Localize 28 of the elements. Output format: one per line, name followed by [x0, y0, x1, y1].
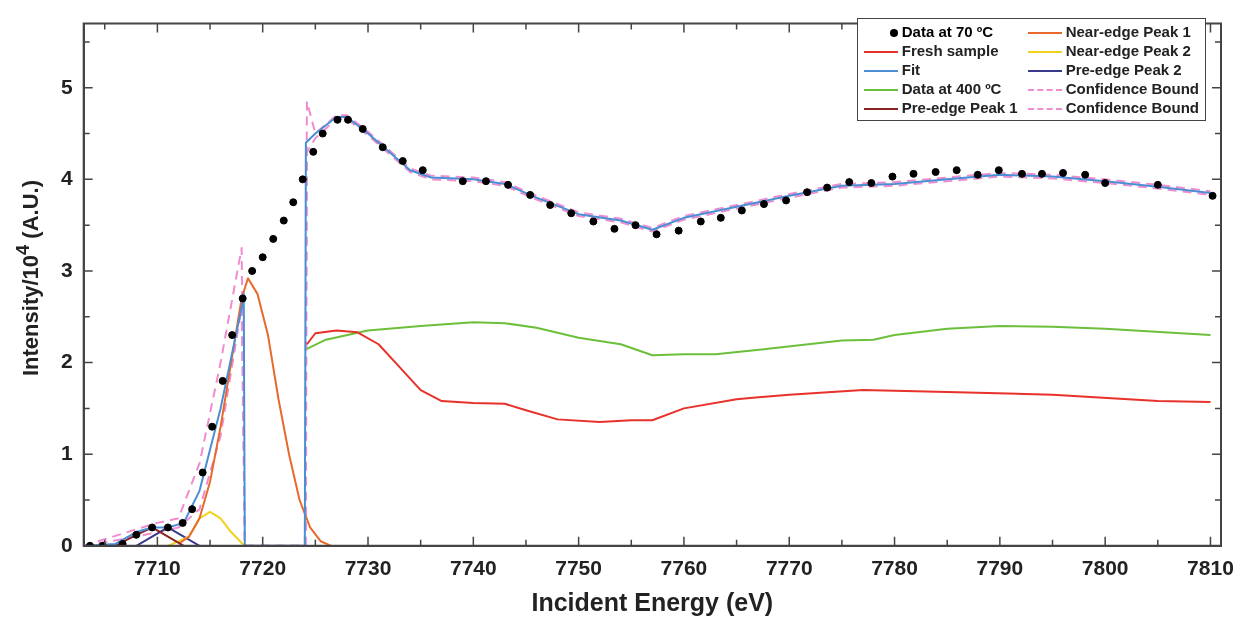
y-tick-label: 4 — [60, 166, 73, 190]
legend-label: Pre-edge Peak 1 — [901, 99, 1018, 116]
x-tick-label: 7800 — [1081, 556, 1129, 580]
x-tick-label: 7750 — [555, 556, 602, 580]
x-tick-label: 7720 — [239, 556, 287, 580]
legend-label: Data at 70 ºC — [901, 23, 994, 40]
x-tick-label: 7740 — [449, 556, 497, 580]
legend-label: Data at 400 ºC — [901, 80, 1002, 97]
x-tick-label: 7760 — [660, 556, 708, 580]
legend-label: Pre-edge Peak 2 — [1065, 61, 1182, 78]
y-tick-label: 3 — [60, 257, 73, 281]
x-tick-label: 7780 — [871, 556, 918, 580]
legend-label: Confidence Bound — [1065, 80, 1199, 97]
y-tick-label: 0 — [60, 532, 73, 556]
x-tick-label: 7790 — [976, 556, 1024, 580]
y-tick-label: 5 — [60, 74, 73, 98]
y-tick-label: 2 — [60, 349, 73, 373]
legend-label: Near-edge Peak 1 — [1065, 23, 1191, 40]
x-axis-title: Incident Energy (eV) — [531, 587, 774, 616]
x-tick-label: 7810 — [1187, 556, 1234, 580]
legend-label: Fresh sample — [901, 42, 999, 59]
x-tick-label: 7710 — [134, 556, 181, 580]
legend-label: Near-edge Peak 2 — [1065, 42, 1191, 59]
legend-label: Confidence Bound — [1065, 99, 1199, 116]
y-tick-label: 1 — [60, 440, 73, 464]
x-tick-label: 7730 — [344, 556, 392, 580]
legend-label: Fit — [901, 61, 921, 78]
x-tick-label: 7770 — [765, 556, 813, 580]
